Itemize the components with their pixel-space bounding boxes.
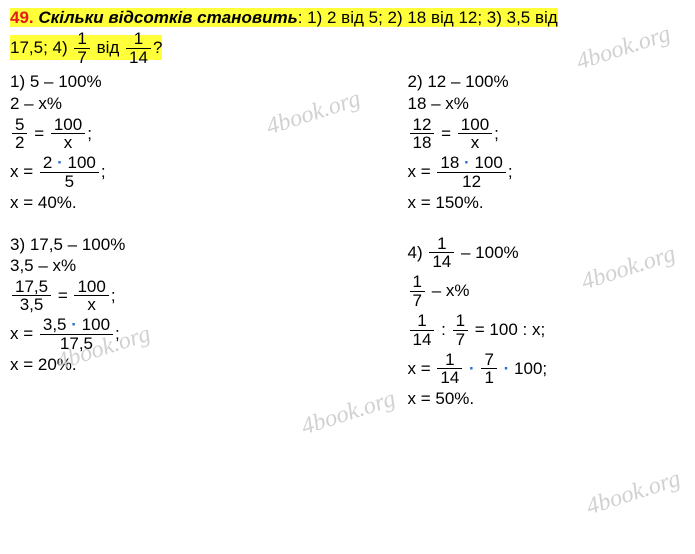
fraction: 17: [74, 30, 89, 67]
x-expression: x = 114 · 71 · 100;: [408, 351, 686, 388]
proportion: 17,53,5 = 100x;: [10, 278, 348, 315]
line: 18 – x%: [408, 94, 686, 114]
dot-icon: ·: [469, 358, 475, 377]
proportion: 52 = 100x;: [10, 116, 348, 153]
answer: x = 40%.: [10, 193, 348, 213]
solution-3: 3) 17,5 – 100% 3,5 – x% 17,53,5 = 100x; …: [10, 233, 348, 411]
line: 3,5 – x%: [10, 256, 348, 276]
answer: x = 150%.: [408, 193, 686, 213]
page-root: { "problem": { "num": "49.", "line1_a": …: [0, 0, 695, 554]
problem-text-2a: 17,5; 4): [10, 38, 72, 57]
line: 2) 12 – 100%: [408, 72, 686, 92]
answer: x = 20%.: [10, 355, 348, 375]
watermark: 4book.org: [583, 466, 684, 522]
dot-icon: ·: [464, 153, 470, 172]
solutions-row-2: 3) 17,5 – 100% 3,5 – x% 17,53,5 = 100x; …: [10, 233, 685, 411]
line: 17 – x%: [408, 273, 686, 310]
line: 4) 114 – 100%: [408, 235, 686, 272]
problem-text-a: Скільки відсотків становить: [34, 8, 298, 27]
problem-number: 49.: [10, 8, 34, 27]
dot-icon: ·: [71, 315, 77, 334]
solution-1: 1) 5 – 100% 2 – x% 52 = 100x; x = 2 · 10…: [10, 70, 348, 214]
solution-4: 4) 114 – 100% 17 – x% 114 : 17 = 100 : x…: [348, 233, 686, 411]
fraction: 114: [126, 30, 151, 67]
line: 1) 5 – 100%: [10, 72, 348, 92]
problem-text-b: : 1) 2 від 5; 2) 18 від 12; 3) 3,5 від: [298, 8, 558, 27]
line: 2 – x%: [10, 94, 348, 114]
x-expression: x = 18 · 10012;: [408, 154, 686, 191]
solutions-row-1: 1) 5 – 100% 2 – x% 52 = 100x; x = 2 · 10…: [10, 70, 685, 214]
x-expression: x = 2 · 1005;: [10, 154, 348, 191]
problem-text-mid: від: [92, 38, 124, 57]
line: 3) 17,5 – 100%: [10, 235, 348, 255]
proportion: 114 : 17 = 100 : x;: [408, 312, 686, 349]
x-expression: x = 3,5 · 10017,5;: [10, 316, 348, 353]
solution-2: 2) 12 – 100% 18 – x% 1218 = 100x; x = 18…: [348, 70, 686, 214]
problem-statement: 49. Скільки відсотків становить: 1) 2 ві…: [10, 6, 685, 66]
proportion: 1218 = 100x;: [408, 116, 686, 153]
answer: x = 50%.: [408, 389, 686, 409]
dot-icon: ·: [57, 153, 63, 172]
problem-text-end: ?: [153, 38, 162, 57]
